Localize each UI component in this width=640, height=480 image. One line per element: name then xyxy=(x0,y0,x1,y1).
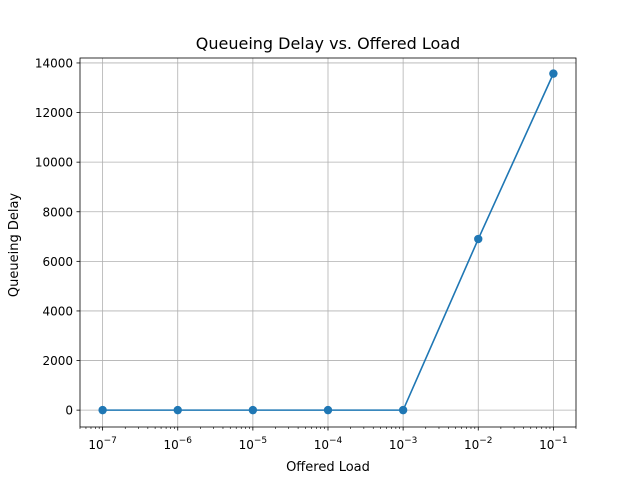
tick-labels: 10−7 10−6 10−5 10−4 10−3 10−2 10−1 0 2000 4000 600… xyxy=(35,56,568,452)
x-tick-label: 10−3 xyxy=(389,436,418,452)
x-axis-label: Offered Load xyxy=(286,460,370,475)
y-tick-label: 14000 xyxy=(35,56,73,70)
data-point xyxy=(323,405,333,415)
y-tick-label: 12000 xyxy=(35,106,73,120)
y-tick-label: 10000 xyxy=(35,156,73,170)
x-tick-label: 10−1 xyxy=(539,436,568,452)
data-point xyxy=(248,405,258,415)
data-point xyxy=(98,405,107,415)
y-axis-label: Queueing Delay xyxy=(7,193,22,298)
data-point xyxy=(549,69,558,78)
data-point xyxy=(474,234,483,244)
x-tick-label: 10−7 xyxy=(88,436,117,452)
y-tick-label: 2000 xyxy=(42,354,73,368)
grid-lines xyxy=(80,58,576,427)
x-tick-label: 10−2 xyxy=(464,436,493,452)
data-point xyxy=(398,405,408,415)
y-tick-label: 6000 xyxy=(42,255,73,269)
y-tick-label: 0 xyxy=(65,404,73,418)
y-tick-label: 8000 xyxy=(42,205,73,219)
x-tick-label: 10−6 xyxy=(163,436,192,452)
plot-frame xyxy=(79,57,577,428)
x-tick-label: 10−4 xyxy=(314,436,343,452)
chart-title: Queueing Delay vs. Offered Load xyxy=(196,34,461,53)
x-tick-label: 10−5 xyxy=(239,436,268,452)
data-point xyxy=(173,405,182,415)
series-layer xyxy=(98,69,558,415)
axes xyxy=(76,57,577,431)
y-tick-label: 4000 xyxy=(42,304,73,318)
